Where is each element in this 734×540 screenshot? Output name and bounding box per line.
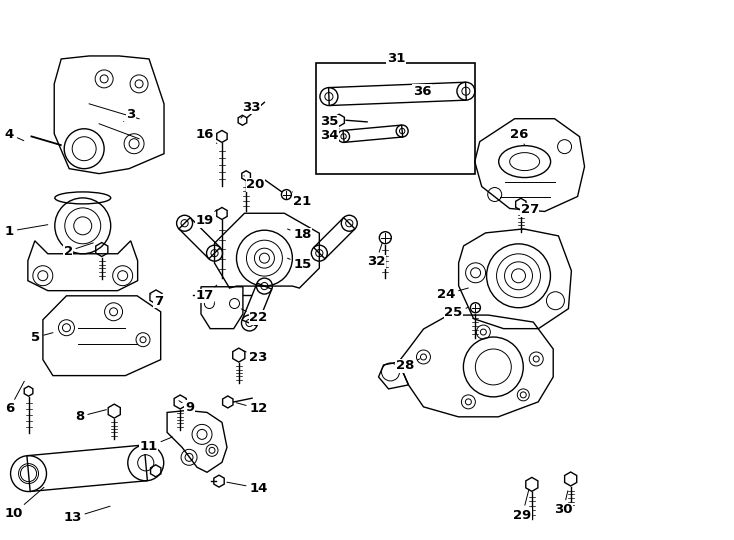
Text: 13: 13 <box>63 506 110 524</box>
Text: 11: 11 <box>139 437 172 453</box>
Text: 23: 23 <box>244 351 268 364</box>
Text: 32: 32 <box>366 243 385 268</box>
Text: 25: 25 <box>444 306 468 319</box>
Text: 21: 21 <box>292 192 312 207</box>
Text: 35: 35 <box>320 116 338 129</box>
Text: 29: 29 <box>513 489 531 522</box>
Text: 9: 9 <box>179 401 195 414</box>
Text: 15: 15 <box>288 258 312 271</box>
Text: 17: 17 <box>195 285 217 302</box>
Text: 8: 8 <box>75 410 106 423</box>
Text: 2: 2 <box>64 243 93 258</box>
Text: 20: 20 <box>244 176 265 191</box>
Text: 16: 16 <box>195 128 217 144</box>
Text: 31: 31 <box>387 52 405 65</box>
Text: 10: 10 <box>4 487 44 520</box>
Text: 22: 22 <box>241 309 268 324</box>
Text: 24: 24 <box>437 288 468 301</box>
Bar <box>316 63 476 174</box>
Text: 6: 6 <box>5 381 24 415</box>
Text: 4: 4 <box>5 128 23 141</box>
Text: 26: 26 <box>510 128 528 145</box>
Text: 27: 27 <box>520 203 539 216</box>
Text: 30: 30 <box>554 491 573 516</box>
Text: 18: 18 <box>288 228 312 241</box>
Text: 5: 5 <box>32 331 53 344</box>
Text: 33: 33 <box>241 101 261 118</box>
Text: 34: 34 <box>319 129 339 142</box>
Text: 36: 36 <box>413 85 431 98</box>
Text: 3: 3 <box>123 109 136 122</box>
Text: 19: 19 <box>195 210 217 227</box>
Text: 14: 14 <box>227 482 268 495</box>
Text: 7: 7 <box>151 294 163 308</box>
Text: 28: 28 <box>396 359 420 373</box>
Text: 1: 1 <box>5 225 48 238</box>
Text: 12: 12 <box>236 402 268 415</box>
